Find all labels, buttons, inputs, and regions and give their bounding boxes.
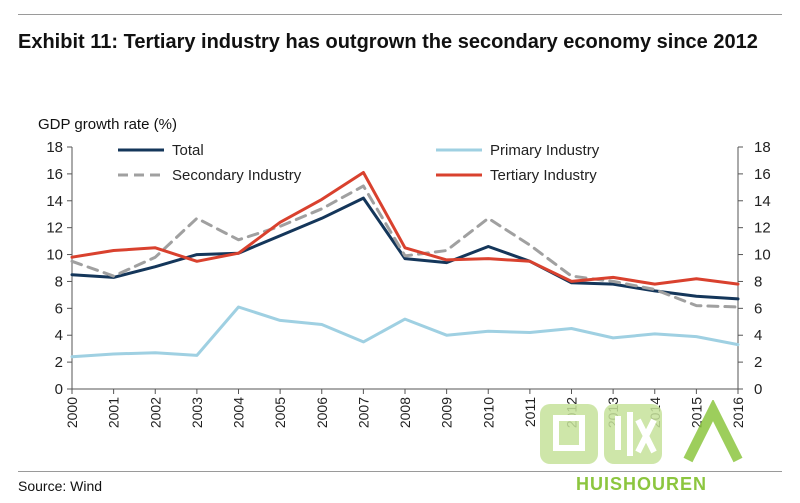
y-tick-label-left: 8 [55,273,63,290]
y-axis-label: GDP growth rate (%) [38,116,177,133]
series-line-secondary-industry [70,184,740,309]
y-tick-label-right: 12 [754,220,771,237]
y-tick-label-right: 18 [754,139,771,156]
x-tick-label: 2008 [397,397,413,428]
y-tick-label-left: 12 [46,220,63,237]
bottom-divider [18,471,782,472]
x-tick-label: 2007 [355,397,371,428]
x-tick-label: 2016 [730,397,746,428]
y-tick-label-left: 14 [46,193,63,210]
series-line-primary-industry [70,305,740,359]
series-line-tertiary-industry [70,171,740,286]
watermark-logo: HUISHOUREN [538,398,768,498]
y-tick-label-left: 18 [46,139,63,156]
x-tick-label: 2006 [314,397,330,428]
x-tick-label: 2011 [522,397,538,427]
y-tick-label-right: 0 [754,381,762,398]
source-note: Source: Wind [18,478,103,494]
legend-label-primary-industry: Primary Industry [490,142,600,159]
y-tick-label-right: 6 [754,300,762,317]
x-tick-label: 2015 [688,397,704,428]
x-tick-label: 2003 [189,397,205,428]
y-tick-label-right: 8 [754,273,762,290]
watermark-graphic [540,398,743,464]
y-tick-label-left: 0 [55,381,63,398]
y-tick-label-right: 4 [754,327,762,344]
y-tick-label-left: 2 [55,354,63,371]
y-tick-label-left: 4 [55,327,63,344]
x-tick-label: 2004 [231,397,247,428]
y-tick-label-right: 10 [754,247,771,264]
y-tick-label-right: 16 [754,166,771,183]
top-divider [18,14,782,15]
chart-title: Exhibit 11: Tertiary industry has outgro… [18,31,758,53]
x-tick-label: 2009 [439,397,455,428]
legend-label-secondary-industry: Secondary Industry [172,167,302,184]
x-tick-label: 2001 [106,397,122,428]
x-tick-label: 2005 [272,397,288,428]
legend-label-total: Total [172,142,204,159]
y-tick-label-right: 2 [754,354,762,371]
x-tick-label: 2010 [480,397,496,428]
legend-label-tertiary-industry: Tertiary Industry [490,167,597,184]
x-tick-label: 2000 [64,397,80,428]
y-tick-label-left: 16 [46,166,63,183]
x-tick-label: 2002 [147,397,163,428]
series-line-total [70,196,740,301]
watermark-text: HUISHOUREN [576,474,708,494]
y-tick-label-right: 14 [754,193,771,210]
y-tick-label-left: 6 [55,300,63,317]
y-tick-label-left: 10 [46,247,63,264]
